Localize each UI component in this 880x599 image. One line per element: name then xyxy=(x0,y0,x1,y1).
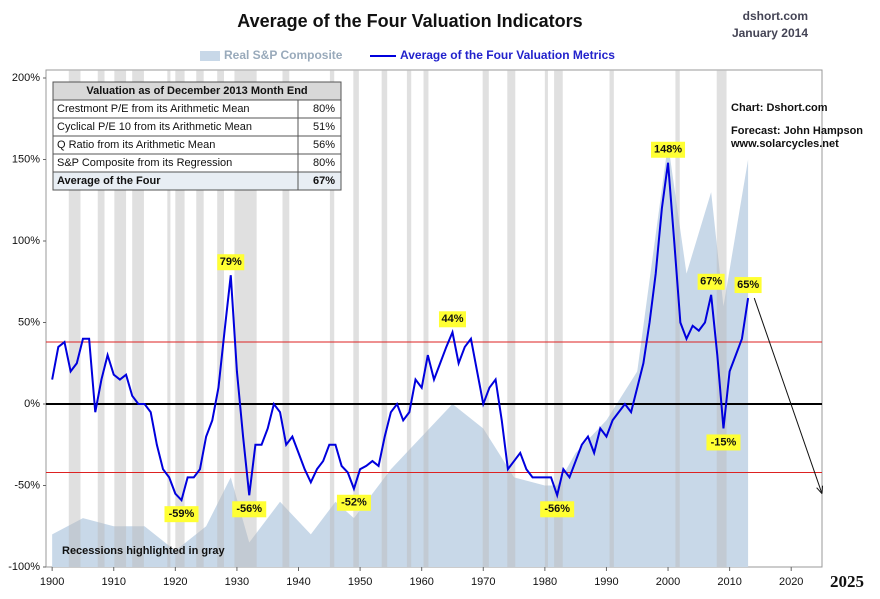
table-cell: 56% xyxy=(313,139,335,151)
x-tick-label: 1930 xyxy=(225,576,249,588)
recession-band xyxy=(196,70,204,567)
y-tick-label: -50% xyxy=(14,479,40,491)
table-cell: 67% xyxy=(313,175,335,187)
x-tick-label: 1960 xyxy=(409,576,433,588)
recession-band xyxy=(329,70,335,567)
recession-band xyxy=(97,70,105,567)
table-cell: S&P Composite from its Regression xyxy=(57,157,232,169)
recession-band xyxy=(353,70,359,567)
table-row xyxy=(52,171,342,191)
line-series xyxy=(51,162,750,503)
data-label: 148% xyxy=(654,144,682,156)
table-cell: Crestmont P/E from its Arithmetic Mean xyxy=(57,103,250,115)
x-tick-label: 2020 xyxy=(779,576,803,588)
table-cell: 80% xyxy=(313,157,335,169)
y-tick-label: 200% xyxy=(12,72,40,84)
table-header: Valuation as of December 2013 Month End xyxy=(86,85,307,97)
recession-band xyxy=(544,70,548,567)
credit: www.solarcycles.net xyxy=(730,138,839,150)
x-tick-label: 2010 xyxy=(717,576,741,588)
area-series xyxy=(52,143,749,567)
y-tick-label: 0% xyxy=(24,398,40,410)
table-cell: 51% xyxy=(313,121,335,133)
data-label: 65% xyxy=(737,279,759,291)
recession-band xyxy=(423,70,429,567)
table-cell: Q Ratio from its Arithmetic Mean xyxy=(57,139,215,151)
recession-band xyxy=(68,70,81,567)
annotation-box xyxy=(697,273,725,290)
y-tick-label: 150% xyxy=(12,153,40,165)
x-tick-label: 1970 xyxy=(471,576,495,588)
annotation-box xyxy=(651,141,686,158)
x-tick-label: 1910 xyxy=(102,576,126,588)
recession-band xyxy=(132,70,144,567)
y-tick-label: 50% xyxy=(18,316,40,328)
data-label: 67% xyxy=(700,276,722,288)
x-tick-label: 1950 xyxy=(348,576,372,588)
data-label: -59% xyxy=(169,508,195,520)
x-tick-label: 1900 xyxy=(40,576,64,588)
recession-band xyxy=(609,70,614,567)
plot: -100% -50% 0% 50% 100% 150% 200% 1900 1910 1920 19… xyxy=(8,48,864,591)
data-label: -56% xyxy=(544,503,570,515)
date: January 2014 xyxy=(732,26,808,40)
recession-band xyxy=(554,70,563,567)
x-tick-label: 1940 xyxy=(286,576,310,588)
recession-band xyxy=(406,70,412,567)
table-cell: 80% xyxy=(313,103,335,115)
source: dshort.com xyxy=(743,9,808,23)
recession-band xyxy=(507,70,516,567)
legend-label: Real S&P Composite xyxy=(224,48,343,62)
recession-band xyxy=(167,70,171,567)
data-label: 79% xyxy=(220,256,242,268)
recession-band xyxy=(175,70,185,567)
recession-band xyxy=(381,70,388,567)
recession-band xyxy=(234,70,257,567)
annotation-box xyxy=(540,501,575,518)
note: Recessions highlighted in gray xyxy=(62,545,225,557)
y-tick-label: 100% xyxy=(12,235,40,247)
y-tick-label: -100% xyxy=(8,561,40,573)
credit: Forecast: John Hampson xyxy=(731,125,863,137)
recession-band xyxy=(716,70,727,567)
x-tick-label: 1920 xyxy=(163,576,187,588)
data-label: 44% xyxy=(441,313,463,325)
annotation-box xyxy=(336,494,371,511)
recession-band xyxy=(282,70,290,567)
x-tick-label: 1980 xyxy=(533,576,557,588)
x-tick-label: 2000 xyxy=(656,576,680,588)
annotation-box xyxy=(706,434,741,451)
recession-band xyxy=(217,70,224,567)
legend-swatch xyxy=(200,51,220,61)
annotation-box xyxy=(164,506,199,523)
forecast-arrowhead xyxy=(816,485,824,494)
chart-title: Average of the Four Valuation Indicators xyxy=(237,11,582,31)
forecast-arrow xyxy=(753,297,823,494)
recession-band xyxy=(482,70,489,567)
data-label: -56% xyxy=(236,503,262,515)
x-tick-label: 1990 xyxy=(594,576,618,588)
data-label: -52% xyxy=(341,497,367,509)
table-cell: Average of the Four xyxy=(57,175,161,187)
annotation-box xyxy=(734,277,762,294)
legend-label: Average of the Four Valuation Metrics xyxy=(400,48,615,62)
recession-band xyxy=(114,70,127,567)
annotation-box xyxy=(232,501,267,518)
annotation-box xyxy=(217,254,245,271)
recession-band xyxy=(675,70,680,567)
data-label: -15% xyxy=(711,436,737,448)
credit: Chart: Dshort.com xyxy=(731,102,828,114)
table-cell: Cyclical P/E 10 from its Arithmetic Mean xyxy=(57,121,252,133)
forecast-label: 2025 xyxy=(830,572,864,591)
annotation-box xyxy=(438,311,466,328)
